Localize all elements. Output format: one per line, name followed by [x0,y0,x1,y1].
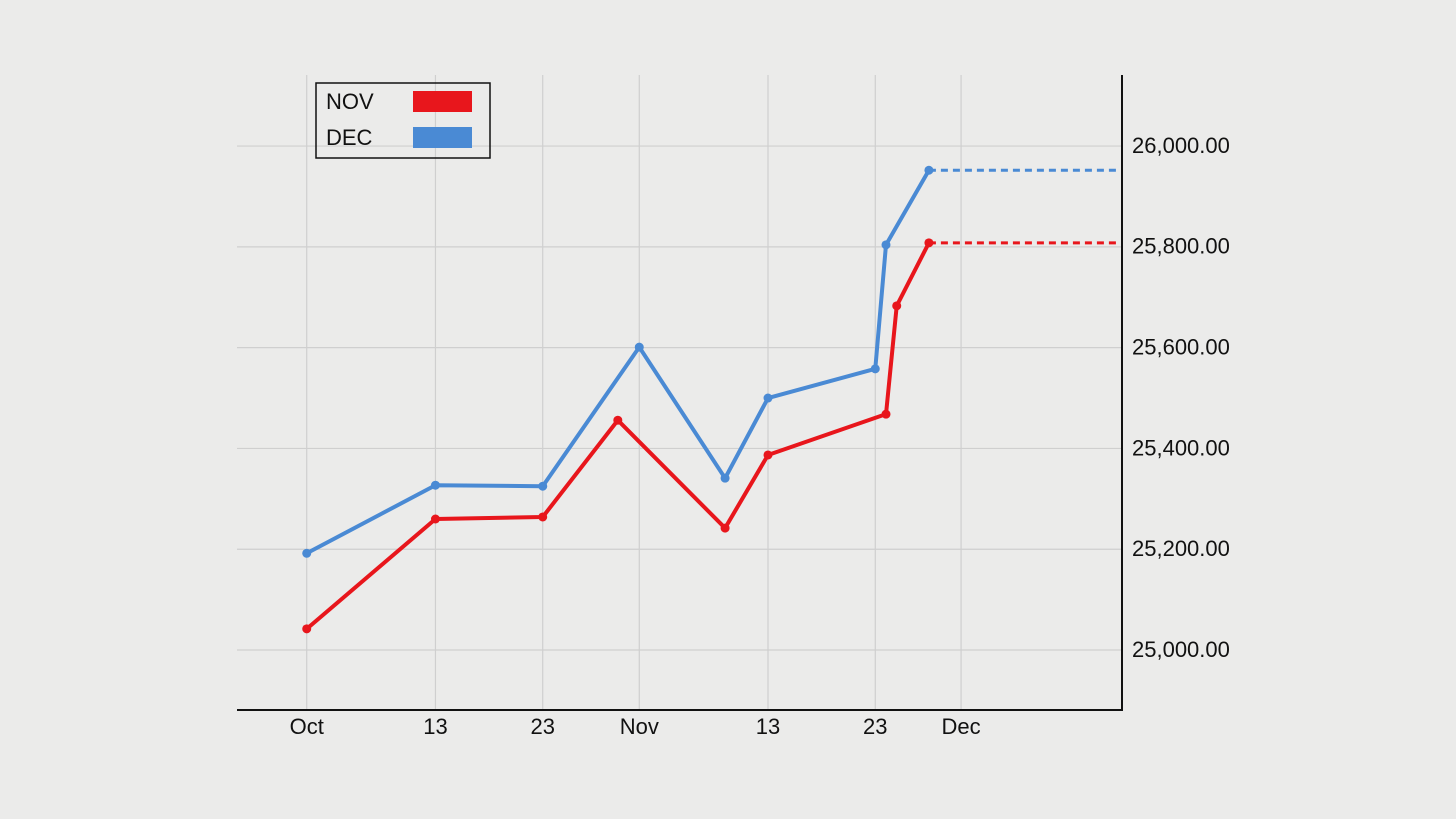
legend-swatch [413,91,472,112]
data-point [430,514,440,524]
data-point [924,165,934,175]
data-point [538,512,548,522]
data-point [763,393,773,403]
data-point [720,523,730,533]
x-tick-label: Dec [942,714,981,739]
x-tick-label: 23 [530,714,554,739]
data-point [870,364,880,374]
data-point [881,240,891,250]
y-tick-label: 25,800.00 [1132,234,1230,259]
y-tick-label: 25,400.00 [1132,435,1230,460]
legend: NOV DEC [315,82,491,159]
legend-box [315,82,491,159]
x-tick-label: Oct [290,714,324,739]
data-point [763,450,773,460]
legend-swatch [413,127,472,148]
x-tick-label: 13 [756,714,780,739]
y-tick-label: 25,000.00 [1132,637,1230,662]
y-tick-label: 26,000.00 [1132,133,1230,158]
data-point [881,409,891,419]
data-point [302,624,312,634]
grid [237,75,1122,710]
data-point [538,481,548,491]
data-point [720,473,730,483]
data-point [430,480,440,490]
data-point [634,342,644,352]
legend-label: NOV [326,89,374,114]
y-tick-label: 25,600.00 [1132,334,1230,359]
y-tick-label: 25,200.00 [1132,536,1230,561]
legend-label: DEC [326,125,373,150]
plot [302,165,1116,634]
data-point [924,238,934,248]
x-tick-label: 23 [863,714,887,739]
data-point [302,548,312,558]
data-point [613,415,623,425]
data-point [892,301,902,311]
x-tick-label: 13 [423,714,447,739]
x-tick-label: Nov [620,714,659,739]
